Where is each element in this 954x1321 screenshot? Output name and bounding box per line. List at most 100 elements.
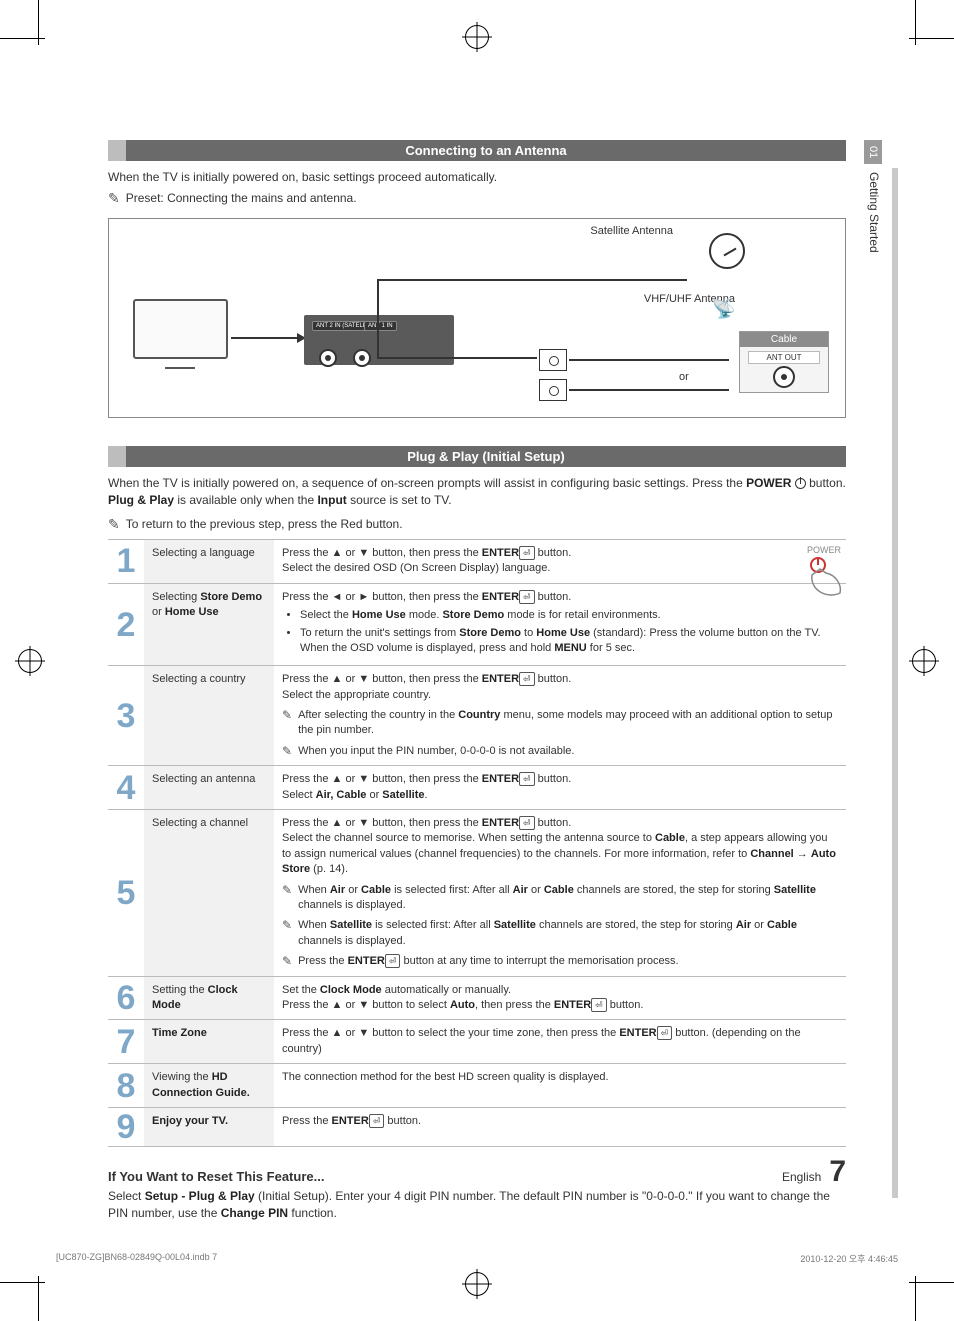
step-label: Enjoy your TV. (144, 1107, 274, 1146)
section2-note-text: To return to the previous step, press th… (126, 516, 403, 533)
step-description: Press the ▲ or ▼ button, then press the … (274, 810, 846, 977)
vhf-antenna-icon: 📡 (711, 297, 737, 322)
wall-plate-icon (539, 349, 567, 371)
tv-stand-icon (165, 361, 195, 369)
footer-page-number: 7 (829, 1155, 846, 1189)
note-icon: ✎ (282, 744, 292, 759)
arrow-icon (231, 337, 299, 339)
ant-out-port-icon (773, 366, 795, 388)
text: source is set to TV. (350, 493, 451, 507)
remote-hand-icon: POWER (796, 545, 852, 609)
note-icon: ✎ (108, 516, 120, 533)
crop-mark (909, 1282, 954, 1283)
crop-mark (909, 38, 954, 39)
step-label: Viewing the HD Connection Guide. (144, 1064, 274, 1108)
crop-mark (0, 1282, 45, 1283)
ant-out-label: ANT OUT (748, 351, 820, 364)
section2-intro: When the TV is initially powered on, a s… (108, 475, 846, 510)
step-subnote-text: When you input the PIN number, 0-0-0-0 i… (298, 744, 574, 759)
cable-line-icon (377, 279, 379, 357)
coax-port-icon (319, 349, 337, 367)
cable-line-icon (377, 357, 537, 359)
table-row: 8Viewing the HD Connection Guide.The con… (108, 1064, 846, 1108)
step-subnote-text: After selecting the country in the Count… (298, 708, 838, 739)
side-tab-label: Getting Started (864, 164, 884, 261)
sat-antenna-label: Satellite Antenna (590, 225, 673, 237)
step-description: Press the ▲ or ▼ button to select the yo… (274, 1020, 846, 1064)
step-description: Press the ◄ or ► button, then press the … (274, 583, 846, 666)
step-subnote: ✎When Satellite is selected first: After… (282, 918, 838, 949)
section2-note: ✎ To return to the previous step, press … (108, 516, 846, 533)
setup-word: Setup - Plug & Play (145, 1189, 255, 1203)
table-row: 1Selecting a languagePress the ▲ or ▼ bu… (108, 539, 846, 583)
change-pin-word: Change PIN (221, 1206, 288, 1220)
plug-play-word: Plug & Play (108, 493, 174, 507)
section-header-accent (108, 140, 126, 161)
input-word: Input (317, 493, 346, 507)
step-subnote: ✎After selecting the country in the Coun… (282, 708, 838, 739)
step-label: Selecting a language (144, 539, 274, 583)
text: is available only when the (177, 493, 317, 507)
step-number: 5 (108, 810, 144, 977)
crop-mark (0, 38, 45, 39)
step-description: Press the ▲ or ▼ button, then press the … (274, 766, 846, 810)
step-label: Selecting an antenna (144, 766, 274, 810)
step-label: Selecting a country (144, 666, 274, 766)
text: Select (108, 1189, 145, 1203)
note-icon: ✎ (282, 918, 292, 949)
section-header-antenna: Connecting to an Antenna (126, 140, 846, 161)
step-number: 9 (108, 1107, 144, 1146)
step-description: Press the ▲ or ▼ button, then press the … (274, 539, 846, 583)
side-tab-number: 01 (864, 140, 882, 164)
section1-note-text: Preset: Connecting the mains and antenna… (126, 190, 357, 207)
step-subnote: ✎ When you input the PIN number, 0-0-0-0 … (282, 744, 838, 759)
note-icon: ✎ (282, 954, 292, 969)
side-tab: 01 Getting Started (864, 140, 888, 300)
step-number: 7 (108, 1020, 144, 1064)
note-icon: ✎ (108, 190, 120, 207)
hand-power-label: POWER (796, 545, 852, 555)
footer-language: English (782, 1170, 821, 1184)
wall-plate-icon (539, 379, 567, 401)
step-subnote-text: When Air or Cable is selected first: Aft… (298, 883, 838, 914)
side-index-bar (892, 168, 898, 1198)
port-label-ant: ANT 1 IN (364, 321, 397, 331)
section-header-row: Connecting to an Antenna (108, 140, 846, 161)
registration-mark-icon (912, 649, 936, 673)
text: button. (809, 476, 846, 490)
section-header-accent (108, 446, 126, 467)
text: function. (291, 1206, 336, 1220)
tv-icon (133, 299, 228, 359)
step-number: 1 (108, 539, 144, 583)
step-description: Set the Clock Mode automatically or manu… (274, 976, 846, 1020)
satellite-dish-icon (709, 233, 745, 269)
section1-intro: When the TV is initially powered on, bas… (108, 169, 846, 186)
step-description: Press the ▲ or ▼ button, then press the … (274, 666, 846, 766)
step-label: Selecting a channel (144, 810, 274, 977)
table-row: 4Selecting an antennaPress the ▲ or ▼ bu… (108, 766, 846, 810)
print-file: [UC870-ZG]BN68-02849Q-00L04.indb 7 (56, 1252, 217, 1265)
cable-line-icon (377, 279, 687, 281)
table-row: 6Setting the Clock ModeSet the Clock Mod… (108, 976, 846, 1020)
step-label: Time Zone (144, 1020, 274, 1064)
registration-mark-icon (465, 1272, 489, 1296)
page-footer: English 7 (108, 1155, 846, 1189)
or-label: or (679, 371, 689, 383)
registration-mark-icon (18, 649, 42, 673)
text: When the TV is initially powered on, a s… (108, 476, 746, 490)
cable-line-icon (569, 359, 729, 361)
antenna-diagram: ANT 2 IN (SATELLITE) ANT 1 IN Satellite … (108, 218, 846, 418)
step-description: The connection method for the best HD sc… (274, 1064, 846, 1108)
table-row: 5Selecting a channelPress the ▲ or ▼ but… (108, 810, 846, 977)
step-number: 2 (108, 583, 144, 666)
step-number: 3 (108, 666, 144, 766)
section-header-row: Plug & Play (Initial Setup) (108, 446, 846, 467)
power-word: POWER (746, 476, 791, 490)
step-number: 4 (108, 766, 144, 810)
steps-table: 1Selecting a languagePress the ▲ or ▼ bu… (108, 539, 846, 1147)
note-icon: ✎ (282, 708, 292, 739)
reset-body: Select Setup - Plug & Play (Initial Setu… (108, 1188, 846, 1223)
step-subnote-text: When Satellite is selected first: After … (298, 918, 838, 949)
page-content: Connecting to an Antenna When the TV is … (108, 140, 846, 1223)
step-label: Selecting Store Demo or Home Use (144, 583, 274, 666)
